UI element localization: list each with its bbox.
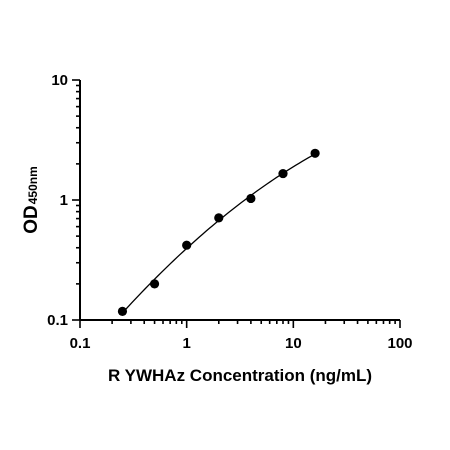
data-points	[117, 148, 320, 316]
data-point	[278, 168, 288, 179]
y-tick-label: 1	[60, 192, 68, 209]
data-point	[310, 148, 320, 158]
data-point	[214, 213, 224, 223]
y-axis-title: OD450nm	[21, 166, 42, 234]
x-tick-label: 0.1	[70, 335, 91, 352]
y-axis-title-subscript: 450nm	[26, 166, 40, 204]
data-point	[246, 193, 256, 204]
y-axis-title-main: OD	[21, 205, 42, 234]
data-point	[149, 279, 160, 289]
x-tick-label: 10	[285, 335, 302, 352]
x-tick-label: 100	[387, 335, 412, 352]
fit-curve	[121, 153, 316, 314]
data-point	[117, 306, 128, 316]
data-point	[182, 240, 192, 250]
x-tick-label: 1	[182, 335, 190, 352]
y-tick-label: 0.1	[47, 312, 68, 329]
y-tick-label: 10	[51, 72, 68, 89]
x-axis-title: R YWHAz Concentration (ng/mL)	[108, 366, 372, 385]
